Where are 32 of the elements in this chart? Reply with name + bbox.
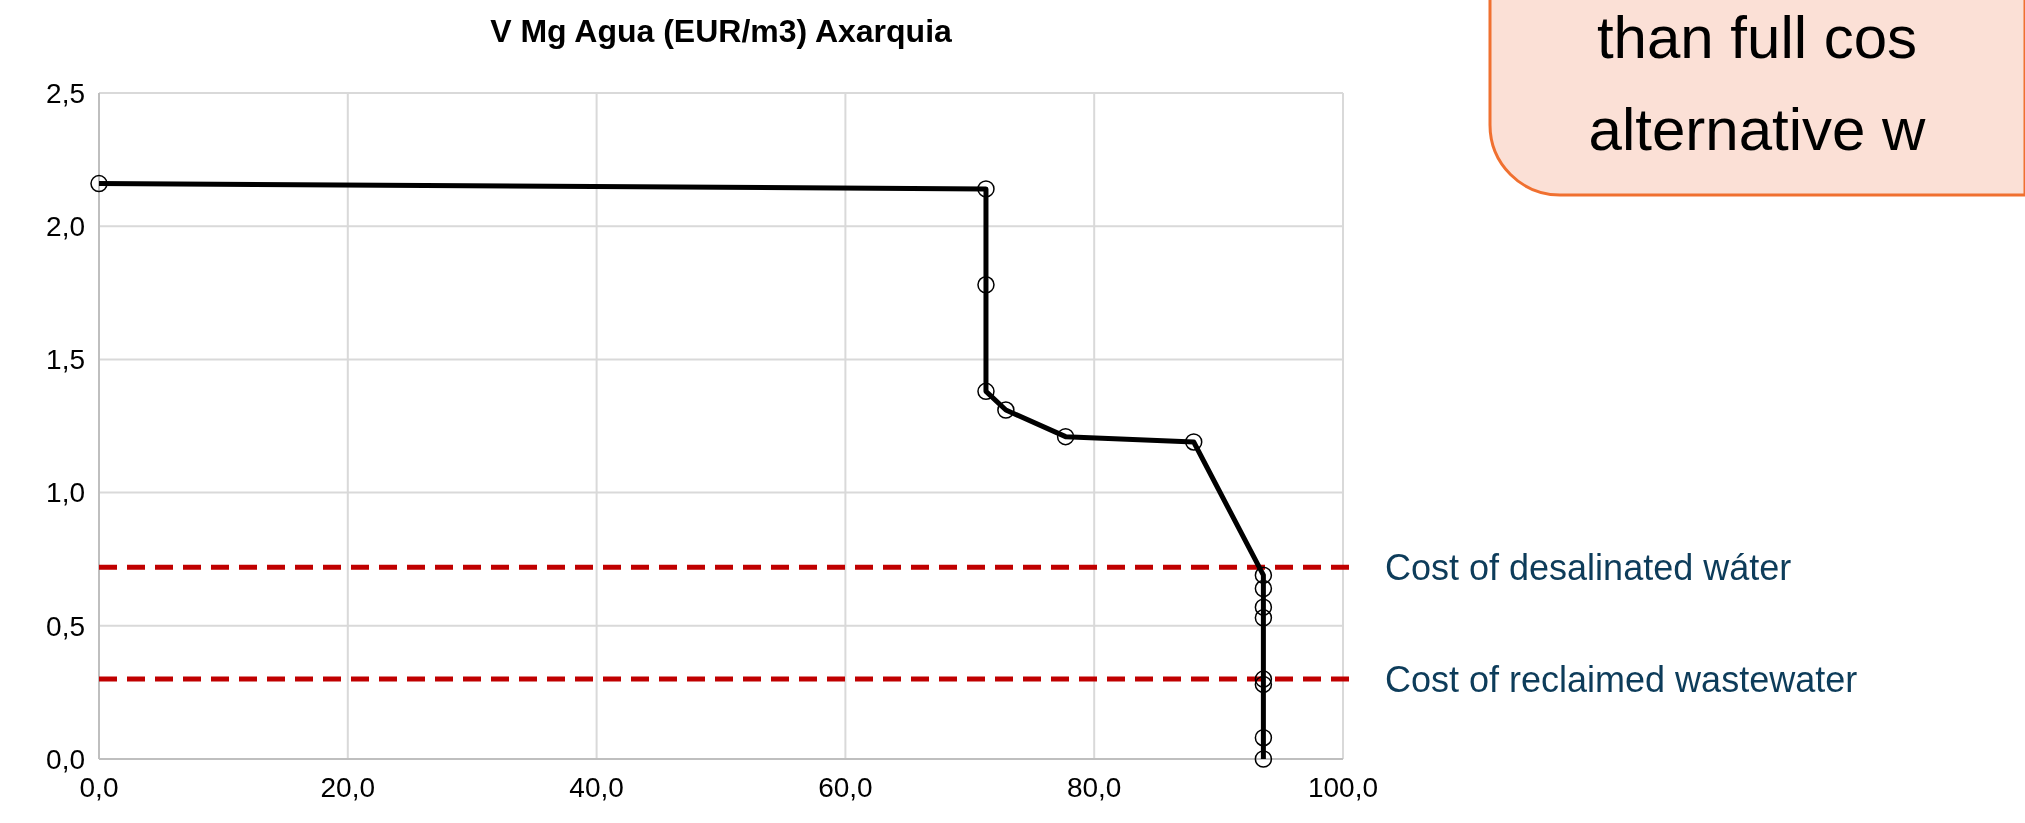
y-tick-label: 2,0 xyxy=(46,211,85,242)
point xyxy=(1254,728,1273,747)
point xyxy=(977,276,995,294)
point xyxy=(90,174,108,193)
y-tick-label: 0,5 xyxy=(46,610,85,642)
text: alternative w xyxy=(1588,96,1927,163)
point xyxy=(1184,433,1203,451)
point xyxy=(1254,566,1273,584)
y-tick-label: 1,0 xyxy=(46,477,85,509)
point xyxy=(1254,675,1273,694)
point xyxy=(1254,609,1273,627)
x-tick-label: 0,0 xyxy=(79,772,119,803)
point xyxy=(977,180,995,198)
point xyxy=(1254,750,1273,768)
x-tick-label: 40,0 xyxy=(569,772,624,803)
y-tick-label: 0,0 xyxy=(46,743,85,775)
x-tick-label: 20,0 xyxy=(320,772,376,803)
x-tick-label: 80,0 xyxy=(1066,772,1122,803)
point xyxy=(1056,427,1075,446)
point xyxy=(977,382,995,401)
y-tick-label: 2,5 xyxy=(46,77,85,109)
x-tick-label: 60,0 xyxy=(818,772,873,803)
point xyxy=(1254,579,1273,598)
ref-line-label: Cost of reclaimed wastewater xyxy=(1385,658,1858,700)
point xyxy=(1254,670,1273,688)
text: than full cos xyxy=(1596,4,1918,71)
point xyxy=(997,401,1015,419)
chart-title: V Mg Agua (EUR/m3) Axarquia xyxy=(490,13,953,49)
x-tick-label: 100,0 xyxy=(1307,772,1379,803)
ref-line-label: Cost of desalinated wáter xyxy=(1385,546,1792,588)
point xyxy=(1254,598,1273,616)
y-tick-label: 1,5 xyxy=(46,344,85,376)
